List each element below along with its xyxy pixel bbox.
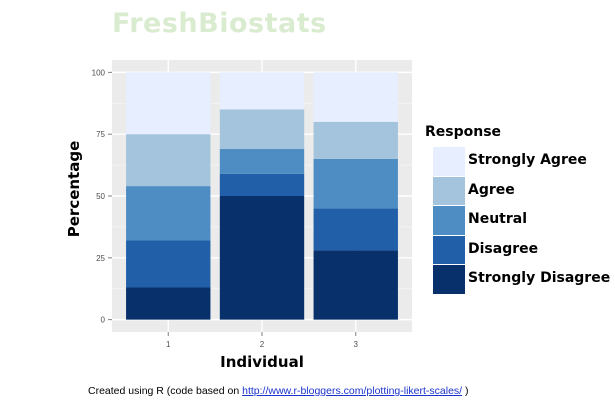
y-tick-label: 25 — [96, 254, 105, 263]
x-tick-label: 3 — [354, 340, 359, 349]
bar-segment — [219, 173, 305, 196]
legend-label: Strongly Disagree — [468, 270, 611, 287]
bar-segment — [313, 121, 398, 159]
caption-prefix: Created using R (code based on — [88, 385, 243, 397]
x-tick-label: 2 — [260, 340, 265, 349]
bar-segment — [126, 287, 211, 320]
bar-segment — [126, 72, 211, 135]
x-axis: 1 2 3 — [166, 332, 359, 349]
x-axis-label: Individual — [220, 353, 304, 371]
bar-segment — [126, 134, 211, 187]
y-tick-label: 75 — [96, 130, 105, 139]
legend-title: Response — [425, 124, 502, 140]
legend-key — [433, 206, 465, 235]
legend-key — [433, 265, 465, 294]
legend-label: Neutral — [468, 211, 528, 228]
bar-segment — [313, 158, 398, 209]
y-tick-label: 50 — [96, 192, 105, 201]
legend-key — [433, 235, 465, 265]
y-axis-label: Percentage — [65, 141, 83, 238]
bar-segment — [219, 196, 305, 320]
x-tick-label: 1 — [166, 340, 171, 349]
bar-segment — [219, 72, 305, 110]
legend-key — [433, 176, 465, 206]
bars — [126, 72, 398, 320]
caption-suffix: ) — [462, 385, 469, 397]
bar-segment — [219, 109, 305, 150]
legend-label: Disagree — [468, 240, 539, 257]
bar-segment — [313, 250, 398, 320]
caption: Created using R (code based on http://ww… — [88, 385, 469, 397]
bar-segment — [126, 186, 211, 241]
legend-key — [433, 147, 465, 176]
watermark-logo: FreshBiostats — [112, 8, 327, 39]
caption-link[interactable]: http://www.r-bloggers.com/plotting-liker… — [242, 385, 463, 397]
legend-label: Strongly Agree — [468, 152, 587, 168]
bar-segment — [313, 72, 398, 122]
y-tick-label: 100 — [92, 68, 106, 77]
y-axis: 0 25 50 75 100 — [92, 68, 112, 325]
bar-segment — [126, 240, 211, 288]
bar-segment — [219, 149, 305, 174]
y-tick-label: 0 — [101, 316, 106, 325]
bar-segment — [313, 208, 398, 251]
legend-label: Agree — [468, 181, 515, 198]
